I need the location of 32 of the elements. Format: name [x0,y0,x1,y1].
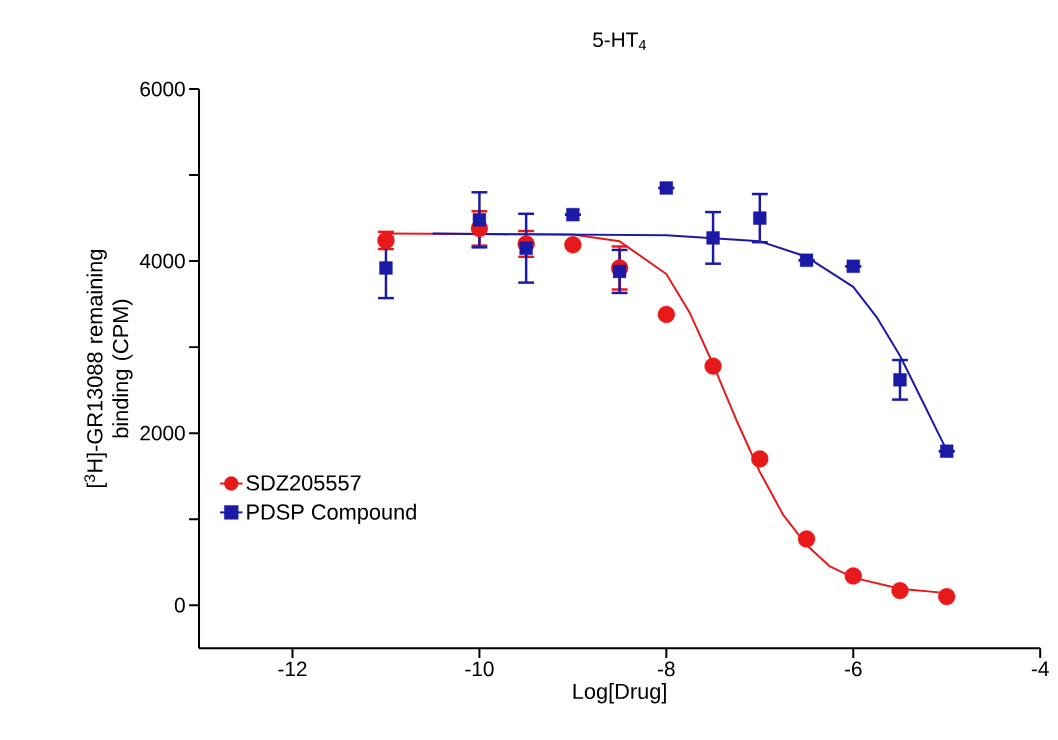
point [612,264,627,278]
point [940,444,954,458]
point [753,211,767,225]
point [706,231,720,245]
point [379,261,393,275]
x-tick-label: -8 [658,661,675,677]
point [799,253,814,267]
point [797,530,816,548]
point [751,450,769,468]
y-axis-title: [$^{3}$H]-GR13088 remaining binding (CPM) [84,249,133,488]
point [893,373,907,387]
point [844,567,862,585]
y-tick-label: 4000 [139,253,185,269]
legend-label: SDZ205557 [246,475,361,491]
y-tick-label: 6000 [140,81,185,97]
x-axis-title: Log[Drug] [573,682,666,704]
x-tick-label: -10 [465,661,494,677]
point [891,581,909,600]
x-tick-label: -6 [844,661,862,677]
x-tick-label: -4 [1031,661,1049,676]
x-tick-label: -12 [278,661,307,676]
chart-title: 5-HT$_{4}$ [593,32,647,50]
point [566,207,580,222]
point [657,305,675,323]
point [938,587,956,606]
point [846,259,860,273]
point [564,236,582,254]
point [704,357,722,375]
point [659,181,673,195]
legend-label: PDSP Compound [247,503,416,524]
y-tick-label: 2000 [140,425,185,441]
y-tick-label: 0 [174,597,185,613]
